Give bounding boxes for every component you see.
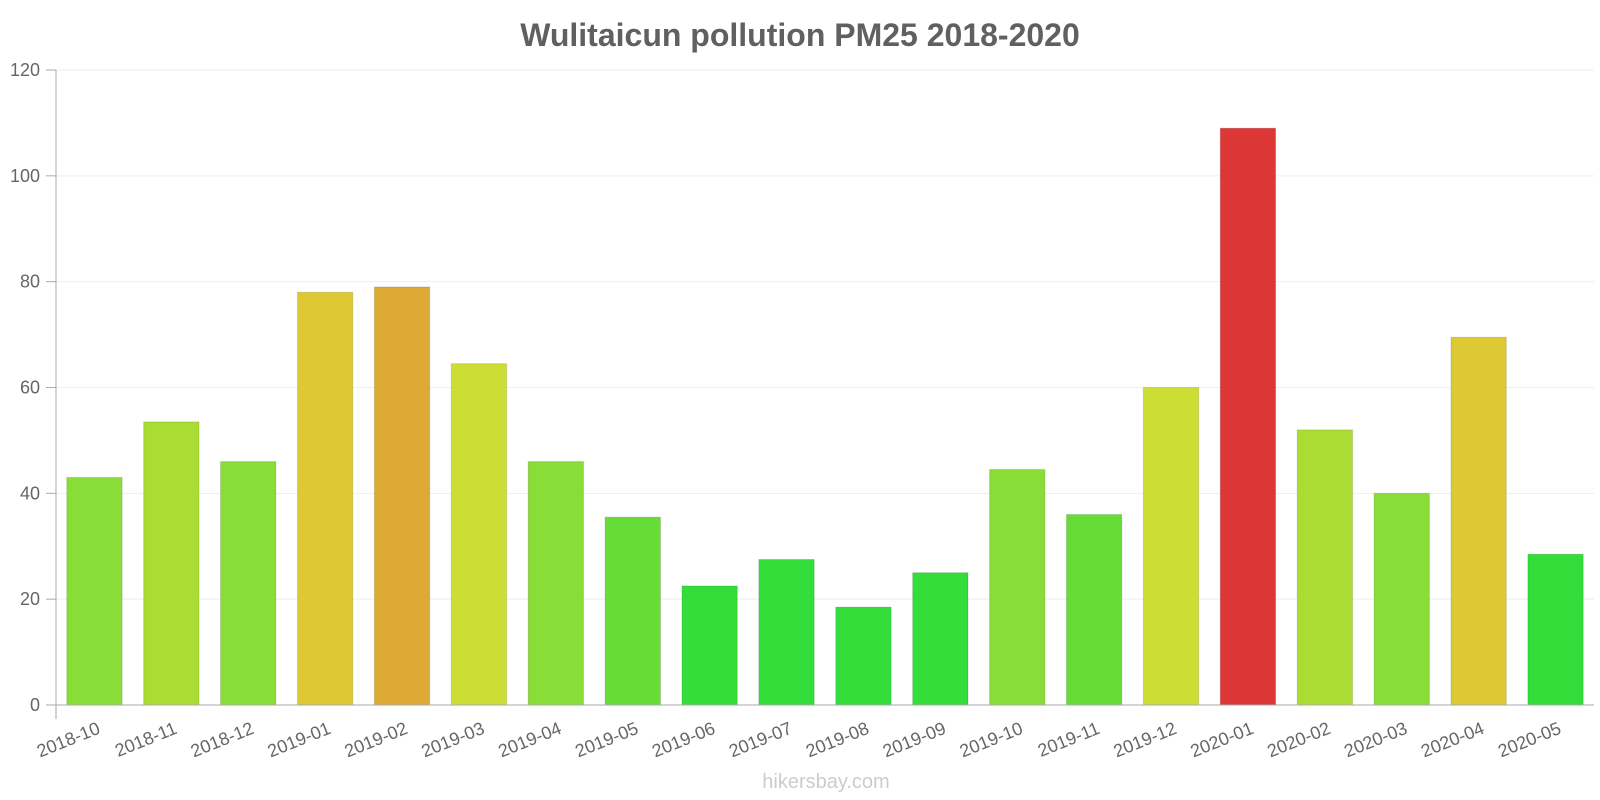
bar-2019-04[interactable] bbox=[527, 461, 585, 706]
x-tick-label: 2018-11 bbox=[112, 718, 180, 761]
x-tick-label: 2019-02 bbox=[342, 718, 411, 761]
bar-2019-03[interactable] bbox=[450, 363, 508, 706]
x-tick-label: 2018-10 bbox=[34, 718, 103, 761]
bar-2019-07[interactable] bbox=[758, 558, 815, 706]
x-tick-label: 2019-04 bbox=[495, 718, 564, 761]
bar-2018-12[interactable] bbox=[220, 461, 277, 706]
x-tick-label: 2019-12 bbox=[1111, 718, 1180, 761]
y-tick-labels: 0 20 40 60 80 100 120 bbox=[10, 60, 56, 715]
bar-2020-01[interactable] bbox=[1219, 127, 1277, 706]
bar-2020-05[interactable] bbox=[1527, 553, 1584, 706]
x-tick-label: 2020-04 bbox=[1418, 718, 1487, 761]
bar-2019-11[interactable] bbox=[1065, 514, 1123, 706]
bar-2018-11[interactable] bbox=[143, 421, 200, 706]
watermark-text: hikersbay.com bbox=[762, 771, 889, 793]
bar-2019-08[interactable] bbox=[835, 606, 892, 706]
y-tick-label: 80 bbox=[20, 272, 40, 292]
y-tick-label: 100 bbox=[10, 166, 40, 186]
bar-2019-12[interactable] bbox=[1142, 387, 1200, 706]
x-tick-label: 2020-02 bbox=[1264, 718, 1333, 761]
x-tick-label: 2019-03 bbox=[418, 718, 487, 761]
gridlines bbox=[56, 69, 1594, 600]
axes bbox=[55, 70, 1594, 719]
y-tick-label: 60 bbox=[20, 378, 40, 398]
x-tick-label: 2020-01 bbox=[1187, 718, 1256, 761]
x-tick-label: 2020-05 bbox=[1495, 718, 1564, 761]
y-tick-label: 40 bbox=[20, 483, 40, 503]
bars bbox=[66, 127, 1584, 706]
x-tick-label: 2019-08 bbox=[803, 718, 872, 761]
x-tick-label: 2019-05 bbox=[572, 718, 641, 761]
x-tick-label: 2020-03 bbox=[1341, 718, 1410, 761]
x-tick-label: 2019-10 bbox=[957, 718, 1026, 761]
y-tick-label: 20 bbox=[20, 589, 40, 609]
bar-2019-01[interactable] bbox=[296, 291, 354, 706]
x-tick-label: 2018-12 bbox=[188, 718, 257, 761]
x-tick-label: 2019-09 bbox=[880, 718, 949, 761]
bar-2020-03[interactable] bbox=[1373, 492, 1430, 706]
x-tick-label: 2019-11 bbox=[1035, 718, 1103, 761]
x-tick-labels: 2018-10 2018-11 2018-12 2019-01 2019-02 2019-… bbox=[34, 718, 1564, 761]
bar-2018-10[interactable] bbox=[66, 476, 123, 706]
y-tick-label: 0 bbox=[30, 695, 40, 715]
bar-2019-09[interactable] bbox=[912, 572, 969, 706]
bar-2020-04[interactable] bbox=[1450, 336, 1507, 706]
bar-2020-02[interactable] bbox=[1296, 429, 1354, 706]
x-tick-label: 2019-06 bbox=[649, 718, 718, 761]
bar-2019-02[interactable] bbox=[373, 286, 431, 706]
x-tick-label: 2019-07 bbox=[726, 718, 795, 761]
bar-2019-06[interactable] bbox=[681, 585, 738, 706]
x-tick-label: 2019-01 bbox=[265, 718, 334, 761]
bar-2019-10[interactable] bbox=[989, 469, 1046, 706]
bar-2019-05[interactable] bbox=[604, 516, 661, 706]
chart-title: Wulitaicun pollution PM25 2018-2020 bbox=[520, 17, 1080, 53]
y-tick-label: 120 bbox=[10, 60, 40, 80]
